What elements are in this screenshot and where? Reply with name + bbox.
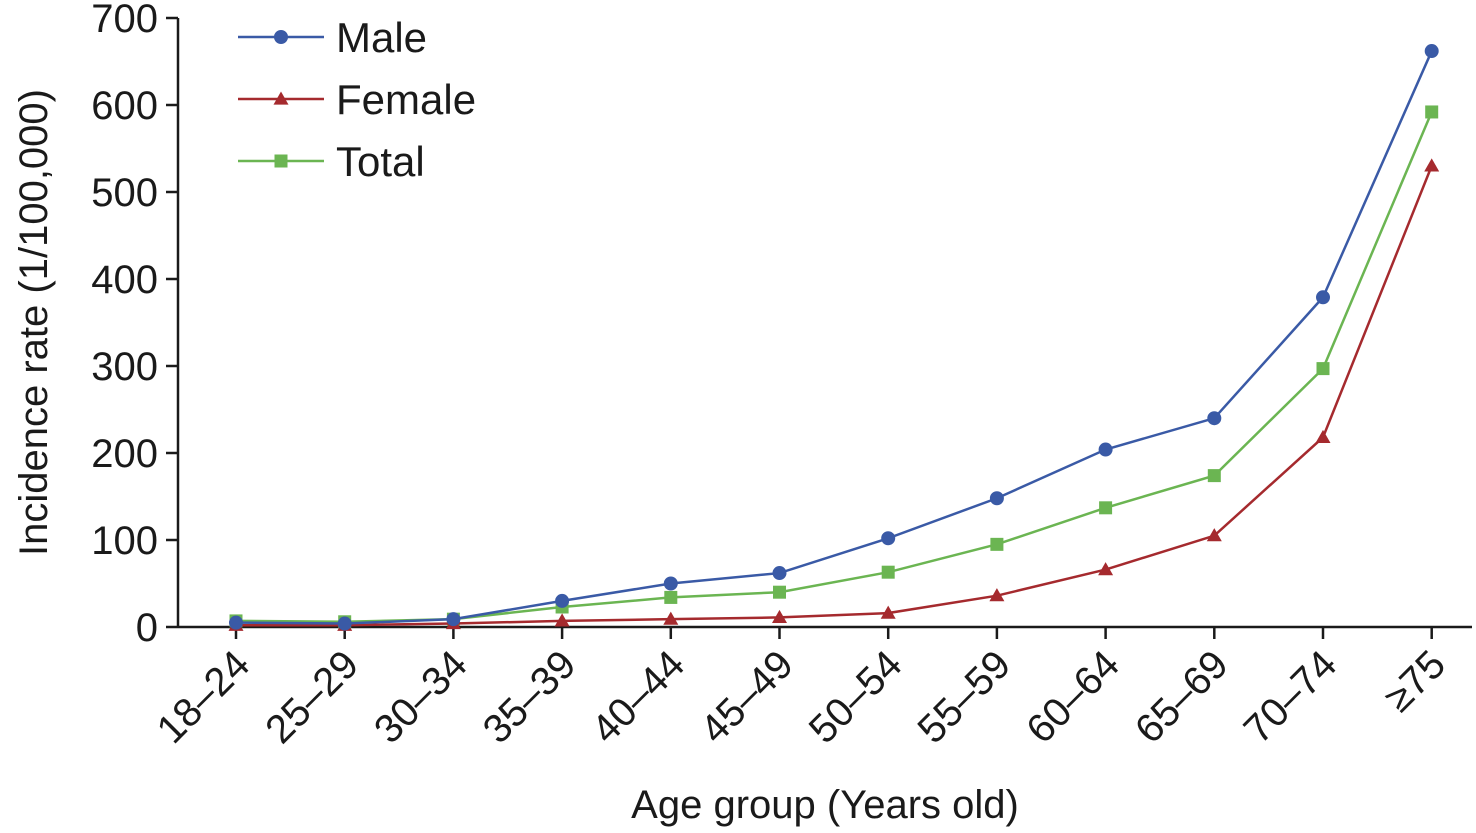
legend-marker-total — [274, 154, 288, 168]
data-point-total — [881, 565, 895, 579]
data-point-female — [1315, 429, 1331, 443]
data-point-total — [773, 585, 786, 599]
data-point-male — [772, 566, 787, 581]
legend: Male Female Total — [238, 14, 476, 185]
y-tick-label: 100 — [91, 519, 158, 563]
data-point-male — [881, 531, 896, 546]
data-point-male — [337, 616, 352, 631]
legend-marker-male — [274, 30, 288, 44]
data-point-total — [990, 537, 1004, 551]
data-point-total — [1207, 469, 1221, 483]
x-tick-label: 45–49 — [692, 642, 802, 752]
x-axis-title: Age group (Years old) — [631, 783, 1019, 827]
series-line-total — [235, 111, 1433, 624]
y-axis-ticks: 0 100 200 300 400 500 600 700 — [91, 0, 178, 650]
data-point-female — [663, 611, 679, 625]
series-line-female — [236, 165, 1433, 627]
data-point-total — [1425, 105, 1439, 119]
data-point-total — [664, 590, 678, 604]
y-tick-label: 500 — [91, 171, 158, 215]
y-tick-label: 600 — [91, 84, 158, 128]
data-point-male — [1424, 44, 1439, 59]
legend-marker-female — [273, 91, 289, 105]
data-point-female — [880, 605, 896, 619]
data-point-male — [1207, 411, 1222, 426]
data-point-male — [663, 576, 678, 591]
x-tick-label: 25–29 — [257, 642, 367, 752]
x-tick-label: 40–44 — [583, 642, 693, 752]
x-axis-ticks: 18–2425–2930–3435–3940–4445–4950–5455–59… — [149, 627, 1454, 752]
y-tick-label: 400 — [91, 258, 158, 302]
y-tick-label: 700 — [91, 0, 158, 41]
data-point-male — [989, 491, 1004, 506]
data-point-male — [229, 615, 243, 630]
legend-label-male: Male — [336, 14, 427, 61]
x-tick-label: 55–59 — [909, 642, 1019, 752]
series-line-male — [235, 50, 1433, 625]
axes — [176, 18, 1472, 629]
legend-label-female: Female — [336, 76, 476, 123]
legend-item-total: Total — [238, 138, 425, 185]
data-point-total — [1316, 362, 1330, 376]
x-tick-label: 65–69 — [1127, 642, 1237, 752]
data-point-female — [1098, 562, 1114, 576]
y-axis-title: Incidence rate (1/100,000) — [12, 89, 56, 556]
series-male — [229, 44, 1439, 631]
data-point-total — [1099, 501, 1113, 515]
x-tick-label: 60–64 — [1018, 642, 1128, 752]
x-tick-label: 18–24 — [149, 642, 259, 752]
data-point-male — [555, 593, 570, 608]
x-tick-label: 30–34 — [366, 642, 476, 752]
legend-label-total: Total — [336, 138, 425, 185]
x-tick-label: 35–39 — [475, 642, 585, 752]
data-point-female — [989, 588, 1005, 602]
x-tick-label: 50–54 — [801, 642, 911, 752]
series-layer — [228, 44, 1440, 631]
data-point-female — [1424, 158, 1440, 172]
x-tick-label: 70–74 — [1236, 642, 1346, 752]
data-point-female — [554, 613, 570, 627]
x-tick-label: ≥75 — [1376, 642, 1454, 720]
data-point-male — [1316, 290, 1330, 305]
data-point-female — [772, 609, 787, 624]
data-point-male — [1098, 442, 1113, 457]
y-tick-label: 300 — [91, 345, 158, 389]
y-tick-label: 0 — [136, 606, 158, 650]
legend-item-female: Female — [238, 76, 476, 123]
legend-item-male: Male — [238, 14, 427, 61]
data-point-female — [1206, 528, 1222, 542]
data-point-male — [446, 612, 461, 627]
y-tick-label: 200 — [91, 432, 158, 476]
series-female — [228, 158, 1440, 631]
